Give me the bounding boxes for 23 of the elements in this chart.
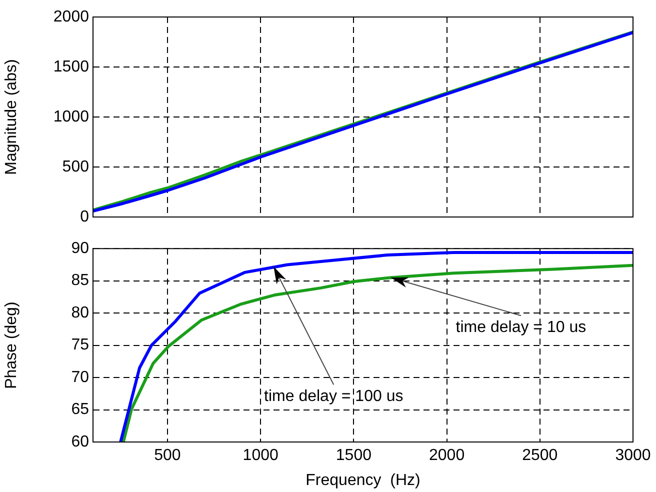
y-tick-label: 75: [71, 336, 90, 354]
x-tick-label: 500: [154, 447, 181, 464]
x-axis-title: Frequency (Hz): [306, 472, 420, 489]
y-tick-label: 1000: [53, 108, 90, 126]
annotation: time delay = 100 us: [264, 388, 404, 406]
x-tick-label: 1000: [242, 447, 278, 464]
y-tick-label: 0: [80, 208, 90, 226]
y-tick-label: 90: [71, 240, 90, 258]
y-tick-label: 80: [71, 304, 90, 322]
x-tick-label: 3000: [615, 447, 651, 464]
y-tick-label: 85: [71, 272, 90, 290]
y-tick-label: 65: [71, 401, 90, 418]
x-tick-label: 2000: [428, 447, 465, 464]
y-axis-title: Phase (deg): [3, 302, 20, 389]
y-tick-label: 2000: [53, 8, 90, 26]
y-tick-label: 500: [62, 158, 90, 176]
y-tick-label: 60: [71, 433, 90, 450]
y-tick-label: 1500: [53, 58, 90, 76]
x-tick-label: 2500: [522, 447, 558, 464]
y-tick-label: 70: [71, 368, 90, 386]
x-tick-label: 1500: [336, 447, 372, 464]
annotation: time delay = 10 us: [456, 319, 586, 336]
y-axis-title: Magnitude (abs): [3, 59, 20, 175]
